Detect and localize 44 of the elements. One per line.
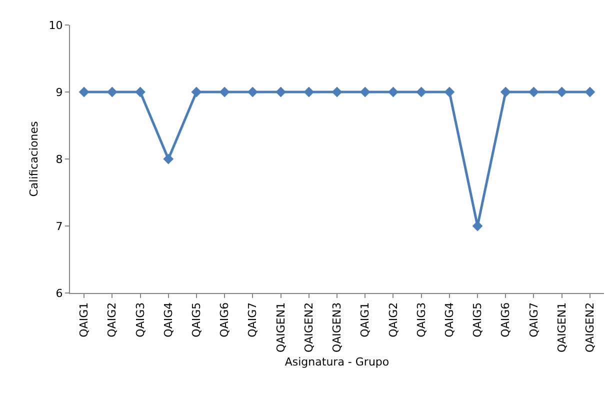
point: [388, 86, 398, 98]
y-tick-label: 7: [56, 220, 63, 233]
x-tick-label: QAIG5: [190, 302, 204, 338]
point: [556, 86, 568, 98]
x-tick-label: QAIG2: [386, 302, 400, 338]
point: [247, 86, 258, 98]
x-tick-label: QAIG7: [246, 302, 260, 338]
point: [276, 86, 286, 98]
y-tick-label: 8: [56, 152, 63, 166]
point: [416, 86, 427, 98]
x-tick-label: QAIG5: [471, 302, 484, 338]
y-axis-title: Calificaciones: [27, 120, 40, 197]
point: [163, 154, 174, 164]
x-tick-label: QAIG6: [499, 302, 512, 338]
point: [584, 86, 596, 98]
x-tick-label: QAIG2: [106, 302, 119, 338]
point: [135, 86, 146, 98]
x-tick-label: QAIGEN2: [302, 302, 316, 353]
point: [500, 86, 511, 98]
x-tick-label: QAIGEN1: [274, 302, 288, 353]
x-tick-label: QAIG3: [134, 302, 147, 338]
point: [360, 86, 370, 98]
x-tick-label: QAIG4: [442, 302, 456, 338]
x-axis-title: Asignatura - Grupo: [284, 356, 390, 369]
y-tick-label: 6: [56, 286, 63, 300]
point: [304, 86, 314, 98]
x-tick-label: QAIG7: [527, 302, 540, 338]
point: [78, 86, 90, 98]
x-tick-label: QAIG4: [162, 302, 175, 338]
y-tick-label: 9: [56, 86, 63, 99]
x-tick-label: QAIGEN1: [555, 302, 568, 353]
point: [528, 86, 539, 98]
point: [444, 86, 455, 98]
x-tick-label: QAIG6: [218, 302, 232, 338]
x-tick-label: QAIGEN3: [330, 302, 344, 353]
x-tick-label: QAIG3: [414, 302, 428, 338]
point: [191, 86, 202, 98]
x-tick-label: QAIGEN2: [584, 302, 597, 353]
point: [219, 86, 230, 98]
x-tick-label: QAIG1: [78, 302, 91, 338]
y-tick-label: 10: [48, 18, 63, 32]
point: [106, 86, 118, 98]
point: [332, 86, 342, 98]
x-tick-label: QAIG1: [358, 302, 372, 338]
